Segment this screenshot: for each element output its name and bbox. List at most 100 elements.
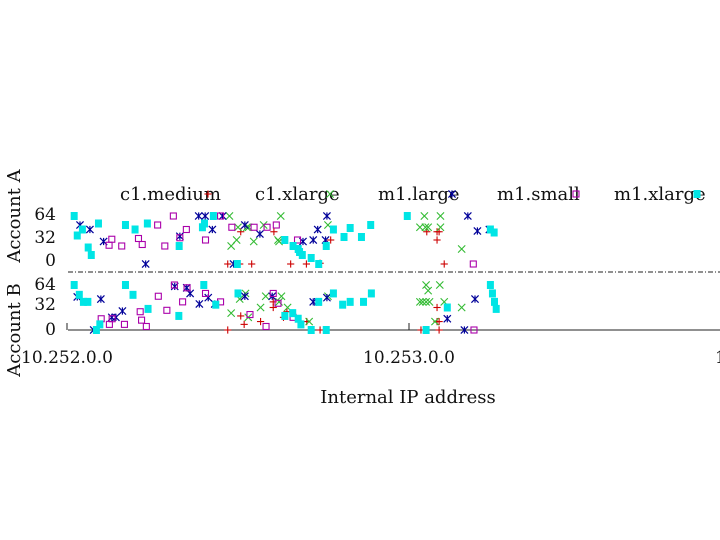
point-m1-xlarge-b-1 <box>75 290 83 299</box>
point-m1-small-a-3 <box>134 234 143 243</box>
point-m1-xlarge-b-27 <box>486 281 494 289</box>
point-m1-xlarge-b-4 <box>92 326 100 334</box>
point-m1-xlarge-b-7 <box>129 290 137 299</box>
point-m1-small-a-1 <box>108 235 116 243</box>
point-c1-medium-b-11 <box>433 303 441 312</box>
point-m1-small-a-10 <box>201 236 210 244</box>
legend-markers <box>204 189 701 199</box>
point-m1-large-a-15 <box>322 211 331 221</box>
point-m1-xlarge-b-12 <box>234 289 242 298</box>
point-c1-medium-b-14 <box>435 326 443 334</box>
point-m1-xlarge-b-30 <box>492 304 500 313</box>
point-m1-small-a-7 <box>169 212 177 220</box>
point-m1-xlarge-b-6 <box>121 281 129 289</box>
point-m1-xlarge-a-12 <box>209 212 217 220</box>
point-m1-xlarge-b-13 <box>281 311 289 320</box>
legend-marker-m1-small <box>572 190 580 198</box>
point-c1-medium-a-9 <box>327 236 335 244</box>
point-m1-large-a-3 <box>141 259 150 269</box>
point-m1-large-b-2 <box>96 295 105 304</box>
point-c1-medium-b-5 <box>269 298 277 306</box>
point-m1-xlarge-b-25 <box>422 326 430 334</box>
point-m1-xlarge-a-2 <box>78 225 86 234</box>
legend-label-m1-xlarge: m1.xlarge <box>614 184 706 205</box>
point-m1-small-a-11 <box>217 212 225 220</box>
point-m1-small-b-10 <box>179 298 187 306</box>
point-m1-small-b-7 <box>154 292 162 300</box>
point-m1-large-a-1 <box>85 225 94 234</box>
point-m1-xlarge-a-22 <box>329 225 337 234</box>
point-m1-small-b-5 <box>138 316 146 324</box>
point-m1-small-b-8 <box>163 306 171 314</box>
point-m1-small-a-15 <box>272 221 280 229</box>
x-tick-label-1: 10.252.0.0 <box>21 348 113 368</box>
point-m1-xlarge-a-15 <box>289 242 297 250</box>
y-tick-b-32: 32 <box>34 295 56 315</box>
x-tick-label-3-partial: 1 <box>715 348 720 368</box>
point-m1-large-a-7 <box>208 225 217 234</box>
point-m1-xlarge-b-26 <box>443 303 451 312</box>
point-c1-xlarge-b-18 <box>435 281 444 289</box>
point-m1-xlarge-a-21 <box>322 242 330 250</box>
point-m1-small-a-6 <box>161 242 169 250</box>
point-c1-xlarge-b-15 <box>424 286 433 295</box>
point-m1-xlarge-a-29 <box>490 228 498 237</box>
y-tick-a-32: 32 <box>34 228 56 248</box>
point-m1-small-b-11 <box>183 284 191 292</box>
point-m1-large-a-10 <box>240 220 249 230</box>
point-m1-large-a-8 <box>218 211 227 221</box>
legend-label-m1-small: m1.small <box>497 184 580 205</box>
point-m1-xlarge-b-16 <box>297 320 305 329</box>
point-m1-xlarge-b-15 <box>294 314 302 323</box>
point-m1-xlarge-a-4 <box>87 251 95 259</box>
point-m1-small-a-4 <box>138 240 146 249</box>
point-c1-medium-a-6 <box>287 260 295 268</box>
point-c1-xlarge-a-2 <box>232 236 241 244</box>
point-c1-xlarge-b-14 <box>422 281 431 289</box>
point-m1-xlarge-b-8 <box>144 304 152 313</box>
point-m1-large-b-17 <box>443 314 452 323</box>
point-c1-xlarge-b-12 <box>418 297 427 306</box>
point-c1-xlarge-b-16 <box>425 297 434 306</box>
point-m1-xlarge-b-22 <box>346 297 354 306</box>
point-m1-xlarge-a-3 <box>84 243 92 252</box>
point-m1-large-b-12 <box>240 292 249 301</box>
y-label-account-b: Account B <box>4 283 25 377</box>
point-m1-xlarge-b-17 <box>307 326 315 334</box>
legend-marker-m1-large <box>447 189 457 199</box>
point-c1-xlarge-b-4 <box>256 303 265 312</box>
point-m1-small-b-3 <box>120 320 129 328</box>
point-m1-xlarge-a-5 <box>94 219 102 228</box>
point-m1-xlarge-b-10 <box>200 281 208 289</box>
legend-marker-c1-xlarge <box>326 190 334 198</box>
point-m1-small-b-9 <box>170 281 178 289</box>
point-c1-xlarge-a-14 <box>420 212 429 220</box>
point-c1-xlarge-a-17 <box>436 223 445 232</box>
legend-label-m1-large: m1.large <box>378 184 460 205</box>
point-c1-xlarge-b-0 <box>227 309 236 318</box>
point-m1-xlarge-b-0 <box>70 281 78 289</box>
point-m1-xlarge-a-13 <box>233 260 241 268</box>
point-c1-xlarge-a-16 <box>436 212 445 220</box>
point-c1-xlarge-b-20 <box>457 303 466 312</box>
point-m1-xlarge-b-19 <box>322 326 330 334</box>
point-c1-medium-b-13 <box>435 317 443 326</box>
legend-marker-c1-medium <box>204 190 212 198</box>
point-m1-small-b-2 <box>108 315 116 323</box>
point-c1-xlarge-a-13 <box>421 223 430 232</box>
point-m1-small-a-17 <box>469 260 477 268</box>
point-c1-medium-b-0 <box>224 326 232 334</box>
point-m1-xlarge-b-3 <box>84 297 92 306</box>
point-m1-large-a-5 <box>194 211 203 221</box>
point-m1-xlarge-a-9 <box>175 242 183 250</box>
point-c1-medium-a-3 <box>248 260 256 268</box>
point-c1-medium-b-2 <box>240 320 248 328</box>
point-c1-medium-b-3 <box>256 317 265 326</box>
point-m1-xlarge-a-11 <box>200 219 208 228</box>
point-c1-xlarge-b-7 <box>277 292 286 301</box>
point-m1-xlarge-b-9 <box>175 311 183 320</box>
point-m1-xlarge-a-0 <box>70 212 78 220</box>
point-c1-xlarge-b-5 <box>261 292 270 301</box>
point-c1-medium-a-11 <box>433 236 441 244</box>
legend-label-c1-medium: c1.medium <box>120 184 221 205</box>
